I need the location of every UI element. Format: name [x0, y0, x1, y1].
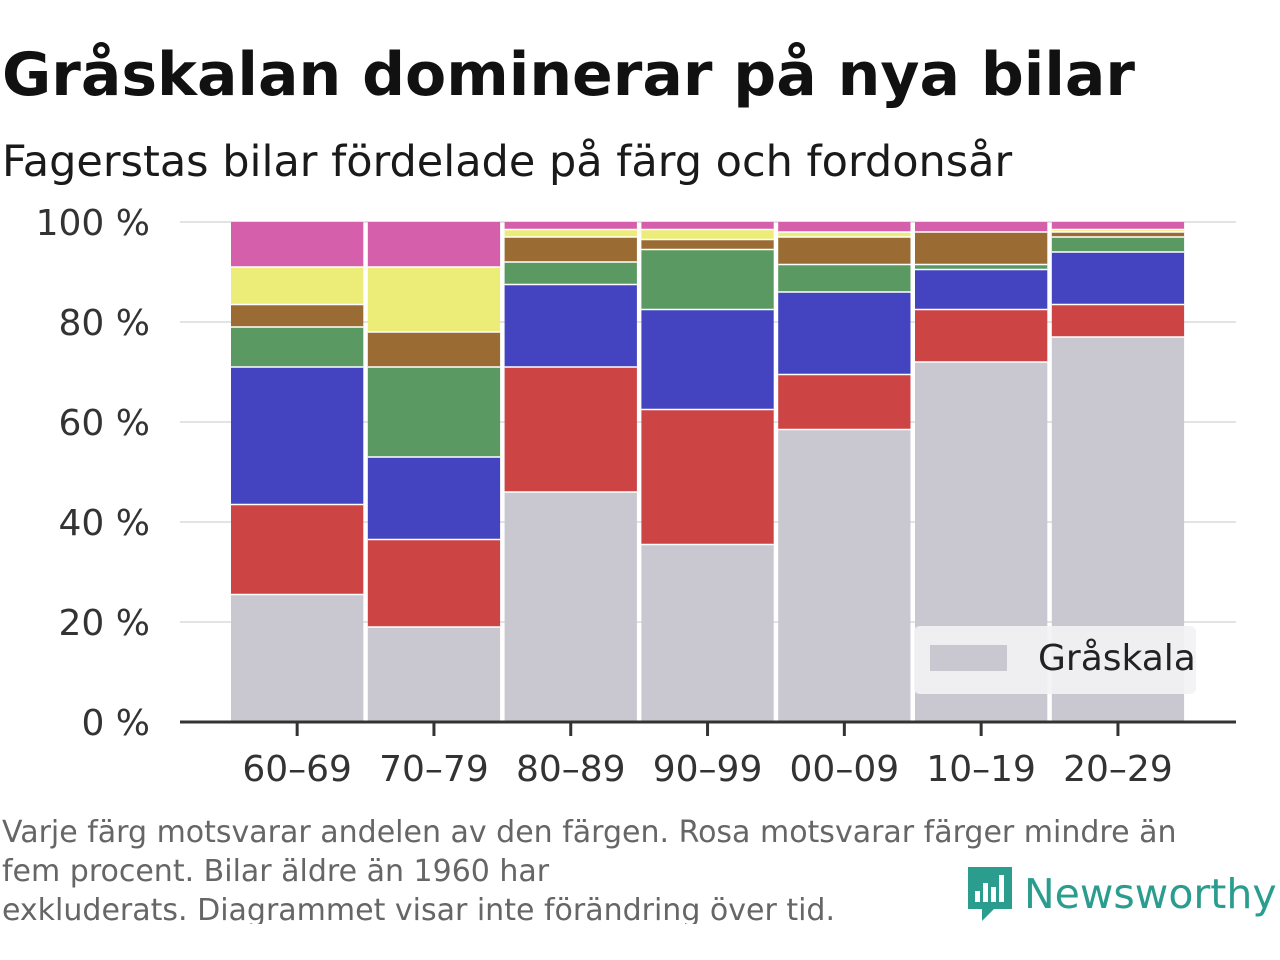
- bar-segment: [915, 222, 1048, 232]
- bar-segment: [915, 269, 1048, 310]
- y-tick-label: 60 %: [59, 403, 150, 444]
- bar-segment: [641, 409, 774, 545]
- bar-segment: [1051, 229, 1185, 232]
- newsworthy-logo: Newsworthy: [964, 862, 1277, 926]
- bar-segment: [367, 367, 501, 457]
- bar-segment: [915, 309, 1048, 362]
- bar-segment: [778, 374, 911, 430]
- y-tick-label: 100 %: [36, 203, 150, 244]
- bar-segment: [231, 222, 364, 267]
- bar-segment: [778, 264, 911, 292]
- bar-segment: [915, 232, 1048, 265]
- bar-segment: [504, 262, 637, 285]
- bar-segment: [367, 332, 501, 367]
- bar-segment: [778, 237, 911, 265]
- bar-segment: [231, 304, 364, 327]
- chart-title: Gråskalan dominerar på nya bilar: [2, 40, 1135, 110]
- bar-segment: [231, 327, 364, 367]
- y-tick-label: 40 %: [59, 503, 150, 544]
- y-tick-label: 20 %: [59, 603, 150, 644]
- bar-segment: [504, 237, 637, 262]
- x-tick-label: 70–79: [379, 749, 489, 790]
- bar-segment: [504, 222, 637, 230]
- bar-segment: [1051, 304, 1185, 337]
- bar-segment: [367, 267, 501, 332]
- bar-segment: [504, 284, 637, 367]
- bar-segment: [1051, 222, 1185, 230]
- bar-segment: [367, 627, 501, 722]
- footnote-line-2: fem procent. Bilar äldre än 1960 har: [2, 854, 550, 889]
- x-tick-label: 20–29: [1063, 749, 1173, 790]
- bar-segment: [367, 539, 501, 627]
- legend-label: Gråskala: [1038, 638, 1196, 679]
- bar-segment: [641, 229, 774, 240]
- legend-swatch: [930, 645, 1007, 671]
- bar-segment: [915, 264, 1048, 270]
- bar-segment: [367, 222, 501, 267]
- legend-box: [914, 626, 1196, 694]
- stacked-bar-chart: 0 % 20 % 40 % 60 % 80 % 100 % 60–69 70–79 80–89 9…: [36, 203, 1236, 790]
- bar-segment: [1051, 252, 1185, 305]
- x-tick-label: 00–09: [790, 749, 900, 790]
- x-tick-label: 80–89: [516, 749, 626, 790]
- bar-segment: [504, 229, 637, 237]
- bar-segment: [778, 222, 911, 232]
- bar-segment: [231, 594, 364, 722]
- bar-segment: [641, 222, 774, 230]
- bar-segment: [504, 492, 637, 722]
- bar-chart-speech-bubble-icon: [968, 867, 1012, 921]
- x-tick-label: 90–99: [653, 749, 763, 790]
- y-tick-label: 0 %: [81, 703, 150, 744]
- footnote-line-3: exkluderats. Diagrammet visar inte förän…: [2, 893, 836, 924]
- bar-segment: [778, 292, 911, 375]
- bar-segment: [231, 504, 364, 595]
- bar-segment: [641, 239, 774, 250]
- bar-segment: [1051, 232, 1185, 237]
- bar-segment: [778, 232, 911, 237]
- bar-segment: [1051, 237, 1185, 252]
- bar-segment: [231, 367, 364, 505]
- footnote: Varje färg motsvarar andelen av den färg…: [2, 813, 1252, 924]
- x-tick-label: 60–69: [242, 749, 352, 790]
- bar-segment: [367, 457, 501, 540]
- bar-segment: [504, 367, 637, 492]
- bar-segment: [641, 544, 774, 722]
- footnote-line-1: Varje färg motsvarar andelen av den färg…: [2, 815, 1177, 850]
- chart-subtitle: Fagerstas bilar fördelade på färg och fo…: [2, 137, 1013, 187]
- x-tick-label: 10–19: [926, 749, 1036, 790]
- bar-segment: [641, 249, 774, 310]
- y-tick-label: 80 %: [59, 303, 150, 344]
- brand-name: Newsworthy: [1024, 870, 1277, 918]
- bar-segment: [778, 429, 911, 722]
- bar-segment: [231, 267, 364, 305]
- legend: Gråskala: [914, 626, 1196, 694]
- bar-segment: [641, 309, 774, 410]
